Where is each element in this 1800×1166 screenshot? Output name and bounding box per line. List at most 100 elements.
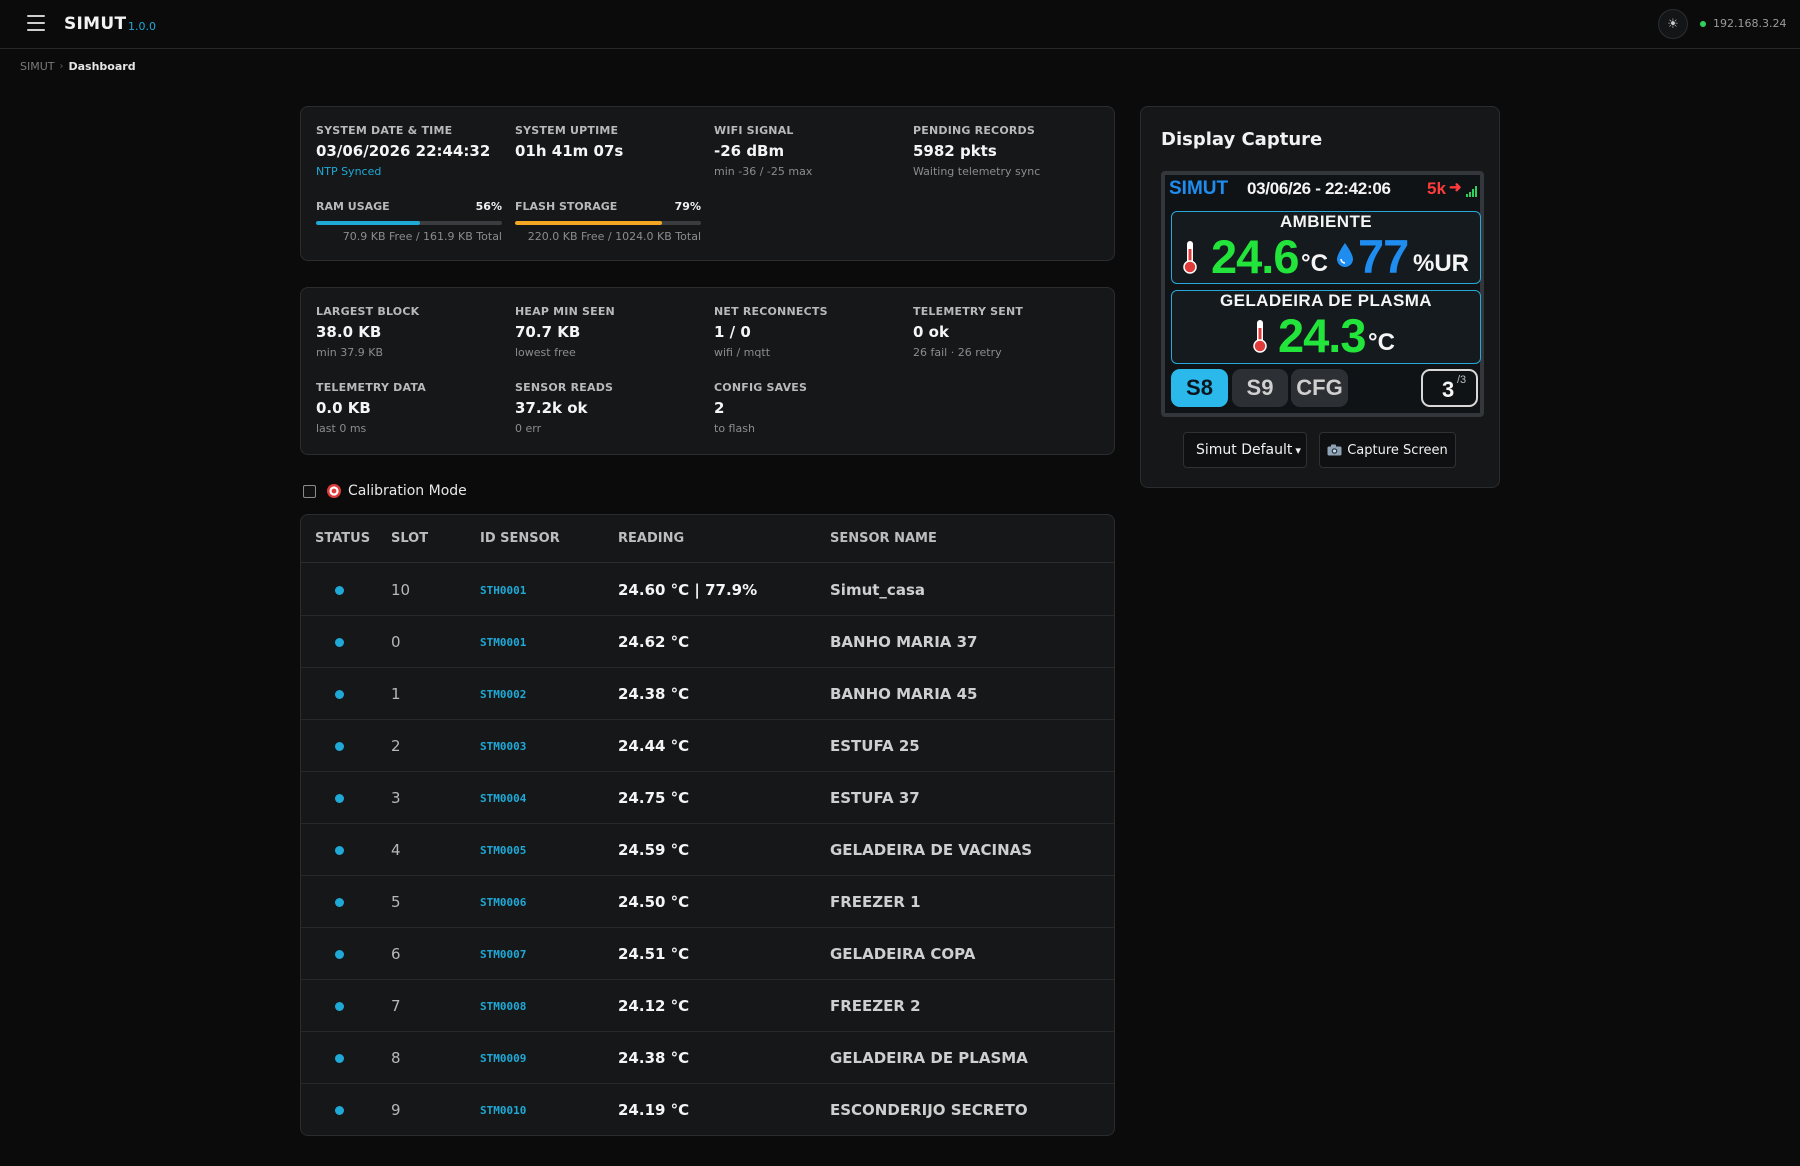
sensor-name-cell: GELADEIRA DE PLASMA [830, 1049, 1028, 1067]
system-uptime: SYSTEM UPTIME 01h 41m 07s [515, 124, 624, 160]
largest-block: LARGEST BLOCK 38.0 KB min 37.9 KB [316, 305, 420, 359]
system-status-card: SYSTEM DATE & TIME 03/06/2026 22:44:32 N… [300, 106, 1115, 261]
header-reading: READING [618, 531, 685, 546]
reading-cell: 24.38 °C [618, 1049, 690, 1067]
slot-cell: 0 [391, 633, 401, 651]
net-reconnects: NET RECONNECTS 1 / 0 wifi / mqtt [714, 305, 828, 359]
lcd-panel-title: AMBIENTE [1280, 212, 1372, 231]
target-icon [327, 484, 341, 498]
connection-status: 192.168.3.24 [1700, 17, 1786, 30]
ram-progress-bar [316, 221, 502, 225]
lcd-brand: SIMUT [1169, 178, 1229, 199]
table-row[interactable]: 3 STM0004 24.75 °C ESTUFA 37 [301, 772, 1114, 824]
table-header: STATUS SLOT ID SENSOR READING SENSOR NAM… [301, 515, 1114, 563]
brand-title: SIMUT [64, 14, 127, 34]
calibration-mode-toggle[interactable]: Calibration Mode [303, 483, 467, 499]
status-indicator [335, 898, 344, 907]
top-bar: SIMUT 1.0.0 ☀ 192.168.3.24 [0, 0, 1800, 49]
reading-cell: 24.19 °C [618, 1101, 690, 1119]
status-indicator [335, 638, 344, 647]
reading-cell: 24.59 °C [618, 841, 690, 859]
sensor-id-cell: STM0009 [480, 1052, 527, 1065]
slot-cell: 3 [391, 789, 401, 807]
table-row[interactable]: 1 STM0002 24.38 °C BANHO MARIA 45 [301, 668, 1114, 720]
sensor-name-cell: FREEZER 1 [830, 893, 921, 911]
wifi-signal: WIFI SIGNAL -26 dBm min -36 / -25 max [714, 124, 813, 178]
table-row[interactable]: 0 STM0001 24.62 °C BANHO MARIA 37 [301, 616, 1114, 668]
lcd-humidity-unit: %UR [1413, 250, 1470, 277]
system-datetime: SYSTEM DATE & TIME 03/06/2026 22:44:32 N… [316, 124, 506, 178]
config-saves: CONFIG SAVES 2 to flash [714, 381, 808, 435]
sensor-table: STATUS SLOT ID SENSOR READING SENSOR NAM… [300, 514, 1115, 1136]
breadcrumb-root[interactable]: SIMUT [20, 60, 55, 73]
calibration-checkbox[interactable] [303, 484, 316, 498]
sensor-name-cell: FREEZER 2 [830, 997, 921, 1015]
table-row[interactable]: 10 STH0001 24.60 °C | 77.9% Simut_casa [301, 564, 1114, 616]
sensor-name-cell: BANHO MARIA 37 [830, 633, 978, 651]
menu-icon[interactable] [27, 15, 45, 31]
ram-progress-fill [316, 221, 421, 225]
sensor-reads: SENSOR READS 37.2k ok 0 err [515, 381, 614, 435]
reading-cell: 24.60 °C | 77.9% [618, 581, 758, 599]
table-row[interactable]: 6 STM0007 24.51 °C GELADEIRA COPA [301, 928, 1114, 980]
table-row[interactable]: 7 STM0008 24.12 °C FREEZER 2 [301, 980, 1114, 1032]
telemetry-data: TELEMETRY DATA 0.0 KB last 0 ms [316, 381, 426, 435]
lcd-pending-count: 5k [1427, 179, 1446, 198]
ip-address: 192.168.3.24 [1713, 17, 1787, 30]
status-indicator [335, 1054, 344, 1063]
slot-cell: 7 [391, 997, 401, 1015]
humidity-drop-icon [1337, 243, 1353, 267]
table-row[interactable]: 2 STM0003 24.44 °C ESTUFA 25 [301, 720, 1114, 772]
lcd-status-bar: SIMUT 03/06/26 - 22:42:06 5k ➜ [1165, 175, 1480, 205]
sensor-name-cell: ESTUFA 37 [830, 789, 920, 807]
status-indicator [335, 1106, 344, 1115]
lcd-panel-ambiente: AMBIENTE 24.6 °C 77 %UR [1171, 211, 1481, 284]
wifi-signal-icon [1466, 186, 1478, 197]
table-row[interactable]: 8 STM0009 24.38 °C GELADEIRA DE PLASMA [301, 1032, 1114, 1084]
sensor-name-cell: ESCONDERIJO SECRETO [830, 1101, 1028, 1119]
slot-cell: 5 [391, 893, 401, 911]
slot-cell: 6 [391, 945, 401, 963]
flash-progress-bar [515, 221, 701, 225]
table-row[interactable]: 4 STM0005 24.59 °C GELADEIRA DE VACINAS [301, 824, 1114, 876]
theme-select[interactable]: Simut Default ▾ [1183, 432, 1307, 468]
sensor-id-cell: STM0010 [480, 1104, 527, 1117]
status-indicator [335, 846, 344, 855]
lcd-button-s8[interactable]: S8 [1171, 369, 1228, 407]
lcd-panel-geladeira: GELADEIRA DE PLASMA 24.3 °C [1171, 290, 1481, 364]
lcd-temp-unit: °C [1301, 250, 1328, 277]
heap-min-seen: HEAP MIN SEEN 70.7 KB lowest free [515, 305, 615, 359]
reading-cell: 24.75 °C [618, 789, 690, 807]
lcd-button-s9[interactable]: S9 [1232, 369, 1288, 407]
slot-cell: 10 [391, 581, 411, 599]
lcd-screen-capture: SIMUT 03/06/26 - 22:42:06 5k ➜ AMBIENTE … [1161, 171, 1484, 417]
capture-screen-button[interactable]: Capture Screen [1319, 432, 1456, 468]
lcd-fridge-temp: 24.3 [1278, 309, 1366, 362]
version-label: 1.0.0 [128, 20, 156, 33]
lcd-page-indicator[interactable]: 3 /3 [1421, 369, 1478, 407]
status-indicator [335, 690, 344, 699]
breadcrumb-current: Dashboard [68, 60, 136, 73]
table-row[interactable]: 5 STM0006 24.50 °C FREEZER 1 [301, 876, 1114, 928]
thermometer-icon [1183, 241, 1197, 274]
camera-icon [1327, 444, 1342, 456]
telemetry-sent: TELEMETRY SENT 0 ok 26 fail · 26 retry [913, 305, 1024, 359]
slot-cell: 4 [391, 841, 401, 859]
reading-cell: 24.12 °C [618, 997, 690, 1015]
display-capture-card: Display Capture SIMUT 03/06/26 - 22:42:0… [1140, 106, 1500, 488]
slot-cell: 8 [391, 1049, 401, 1067]
sensor-id-cell: STM0005 [480, 844, 527, 857]
sensor-name-cell: ESTUFA 25 [830, 737, 920, 755]
sensor-name-cell: GELADEIRA COPA [830, 945, 976, 963]
theme-toggle-button[interactable]: ☀ [1658, 9, 1688, 39]
sensor-id-cell: STM0007 [480, 948, 527, 961]
reading-cell: 24.50 °C [618, 893, 690, 911]
table-row[interactable]: 9 STM0010 24.19 °C ESCONDERIJO SECRETO [301, 1084, 1114, 1135]
sun-icon: ☀ [1667, 16, 1679, 32]
status-indicator [335, 950, 344, 959]
caret-down-icon: ▾ [1295, 443, 1301, 457]
lcd-humidity: 77 [1358, 230, 1409, 283]
reading-cell: 24.51 °C [618, 945, 690, 963]
lcd-button-cfg[interactable]: CFG [1291, 369, 1348, 407]
calibration-label: Calibration Mode [348, 483, 467, 499]
